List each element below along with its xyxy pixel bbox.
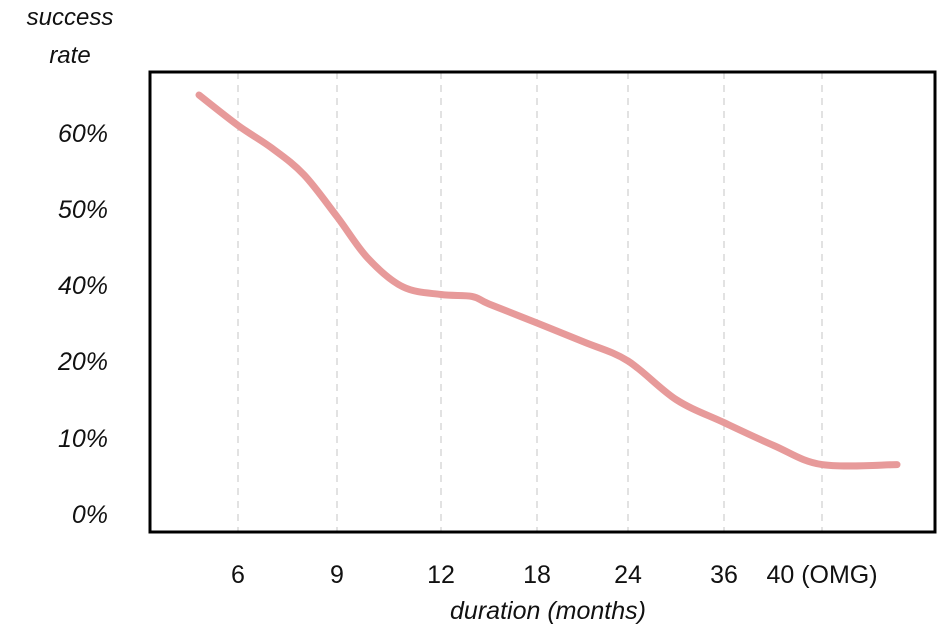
x-tick-label: 6 bbox=[231, 561, 245, 589]
x-tick-label: 36 bbox=[710, 561, 738, 589]
y-axis-label-line-1: success bbox=[27, 4, 114, 31]
y-tick-label: 0% bbox=[72, 501, 108, 529]
plot-frame bbox=[148, 70, 937, 534]
y-tick-label: 60% bbox=[58, 120, 108, 148]
y-tick-label: 10% bbox=[58, 425, 108, 453]
y-tick-label: 50% bbox=[58, 196, 108, 224]
grid-layer bbox=[237, 72, 823, 532]
y-axis-label-line-2: rate bbox=[49, 42, 90, 69]
x-tick-labels: 6 9 12 18 24 36 40 (OMG) bbox=[231, 561, 878, 589]
x-axis-label: duration (months) bbox=[450, 597, 646, 625]
x-tick-label: 9 bbox=[330, 561, 344, 589]
x-tick-label: 18 bbox=[523, 561, 551, 589]
y-tick-label: 40% bbox=[58, 272, 108, 300]
x-tick-label: 40 (OMG) bbox=[766, 561, 877, 589]
x-tick-label: 24 bbox=[614, 561, 642, 589]
y-tick-labels: 60% 50% 40% 20% 10% 0% bbox=[57, 120, 108, 529]
series-line bbox=[195, 91, 901, 470]
y-tick-label: 20% bbox=[57, 348, 108, 376]
x-tick-label: 12 bbox=[427, 561, 455, 589]
